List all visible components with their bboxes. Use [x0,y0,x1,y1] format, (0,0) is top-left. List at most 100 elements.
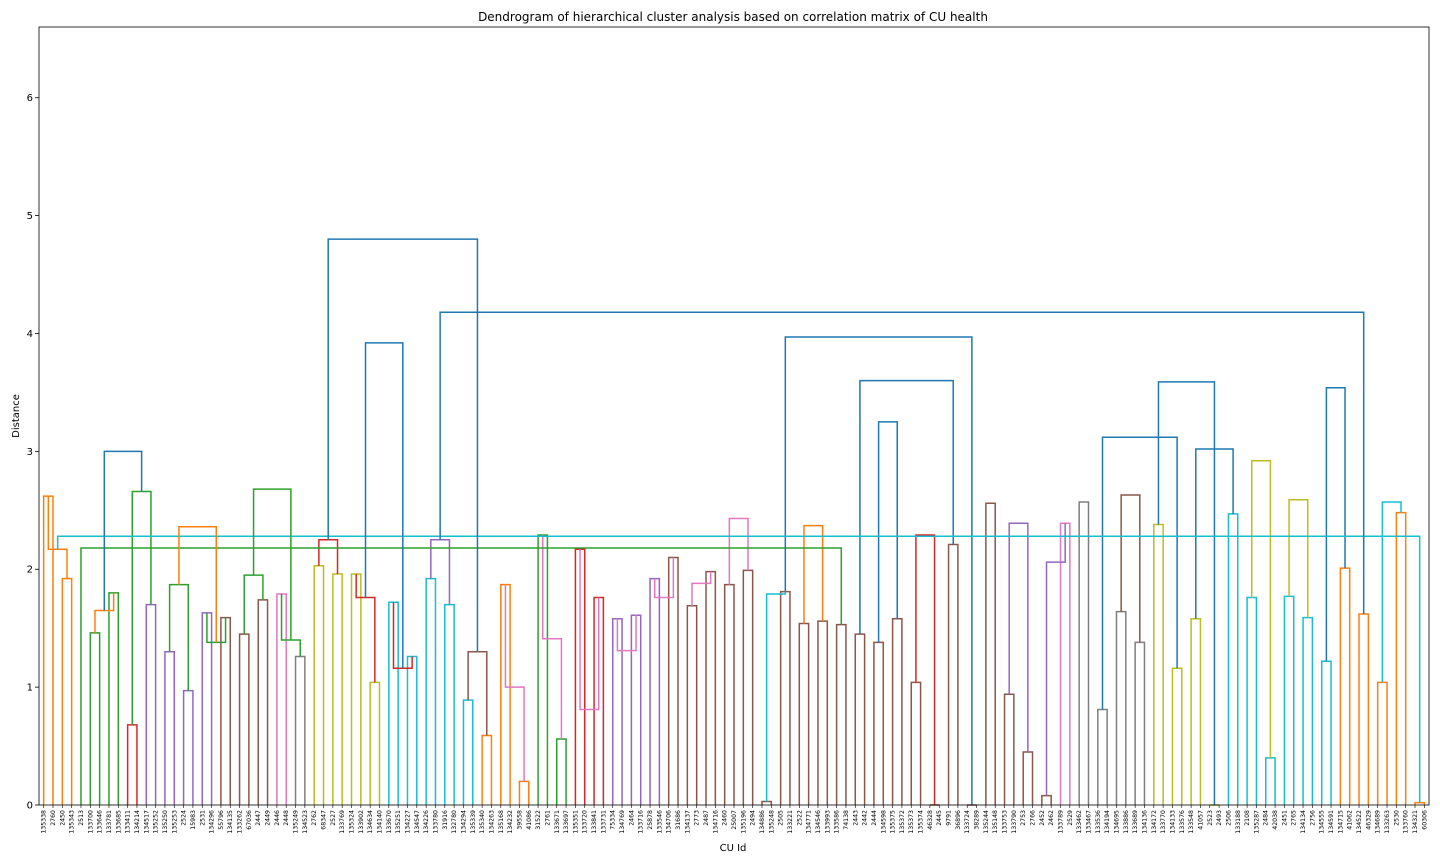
dendrogram-link [859,379,954,635]
x-tick-label: 135338 [41,810,48,834]
x-tick-label: 2464 [628,810,635,826]
x-tick-label: 134715 [1337,810,1344,834]
x-tick-label: 133548 [1188,810,1195,834]
x-tick-label: 135339 [470,810,477,834]
dendrogram-link [616,615,637,652]
x-tick-label: 133263 [1384,810,1391,834]
dendrogram-link [1251,460,1272,758]
x-tick-label: 68347 [321,810,328,830]
x-tick-label: 67036 [246,810,253,830]
x-tick-label: 134517 [143,810,150,834]
dendrogram-link [1395,511,1407,805]
x-tick-label: 15983 [190,810,197,830]
x-tick-label: 134598 [880,810,887,834]
x-tick-label: 2493 [1216,810,1223,826]
x-tick-label: 133221 [787,810,794,834]
dendrogram-link [798,622,810,805]
y-tick-label: 6 [27,93,33,104]
dendrogram-link [504,584,525,782]
x-tick-label: 132780 [451,810,458,834]
x-tick-label: 134555 [1319,810,1326,834]
dendrogram-link [705,570,717,805]
x-tick-label: 2513 [78,810,85,826]
y-tick-label: 4 [27,329,33,340]
x-tick-label: 2451 [1281,810,1288,826]
x-tick-label: 2462 [1048,810,1055,826]
x-tick-label: 133689 [1132,810,1139,834]
x-tick-label: 135372 [899,810,906,834]
dendrogram-link [593,596,605,805]
x-tick-label: 134232 [507,810,514,834]
x-tick-label: 133700 [87,810,94,834]
x-tick-label: 25007 [731,810,738,830]
y-axis: 0 1 2 3 4 5 6 [27,93,39,812]
x-tick-label: 75334 [610,810,617,830]
x-tick-label: 2760 [50,810,57,826]
dendrogram-link [947,543,959,805]
dendrogram-link [1358,613,1370,805]
x-tick-label: 2442 [862,810,869,826]
x-tick-label: 133411 [125,810,132,834]
dendrogram-link [779,590,791,805]
x-tick-label: 134135 [227,810,234,834]
x-tick-label: 2448 [283,810,290,826]
dendrogram-link [164,651,176,805]
x-tick-label: 2484 [1263,810,1270,826]
dendrogram-link [56,535,1421,803]
y-tick-label: 5 [27,211,33,222]
x-tick-label: 2460 [722,810,729,826]
x-tick-label: 41086 [526,810,533,830]
x-tick-label: 2444 [871,810,878,826]
x-tick-label: 134547 [414,810,421,834]
x-tick-label: 2524 [181,810,188,826]
dendrogram-link [327,238,479,652]
dendrogram-link [238,633,250,805]
dendrogram-link [518,780,530,805]
x-tick-label: 2523 [1207,810,1214,826]
x-tick-label: 134194 [1104,810,1111,834]
dendrogram-link [579,549,600,711]
x-tick-label: 2765 [1291,810,1298,826]
x-tick-label: 39558 [516,810,523,830]
dendrogram-link [1325,386,1346,662]
dendrogram-link [350,573,362,805]
x-tick-label: 135373 [908,810,915,834]
y-tick-label: 0 [27,801,33,812]
x-tick-label: 31916 [442,810,449,830]
dendrogram-link [877,421,899,643]
x-tick-label: 2108 [1244,810,1251,826]
dendrogram-link [915,534,936,805]
x-tick-label: 2761 [544,810,551,826]
x-tick-label: 134716 [712,810,719,834]
dendrogram-link [542,535,563,739]
dendrogram-link [61,577,73,805]
dendrogram-link [369,681,381,805]
x-tick-label: 133697 [563,810,570,834]
x-tick-label: 134214 [134,810,141,834]
dendrogram-link [467,651,488,736]
x-tick-label: 2531 [199,810,206,826]
x-tick-label: 135252 [153,810,160,834]
x-tick-label: 133467 [1085,810,1092,834]
x-tick-label: 133993 [824,810,831,834]
dendrogram-link [817,620,829,805]
dendrogram-link [854,633,866,805]
x-tick-label: 2445 [936,810,943,826]
x-tick-label: 135249 [293,810,300,834]
x-axis-label: CU Id [720,843,747,854]
x-tick-label: 2452 [1039,810,1046,826]
dendrogram-link [784,336,973,805]
dendrogram-link [178,526,217,643]
dendrogram-link [444,603,455,805]
dendrogram-link [1078,501,1090,805]
dendrogram-link [691,571,712,606]
dendrogram-link [556,738,567,805]
dendrogram-link [1022,751,1034,805]
dendrogram-link [910,681,922,805]
x-tick-label: 133462 [1076,810,1083,834]
dendrogram-link [891,618,903,805]
x-tick-label: 31522 [535,810,542,830]
x-tick-label: 133720 [582,810,589,834]
dendrogram-link [1227,513,1239,805]
